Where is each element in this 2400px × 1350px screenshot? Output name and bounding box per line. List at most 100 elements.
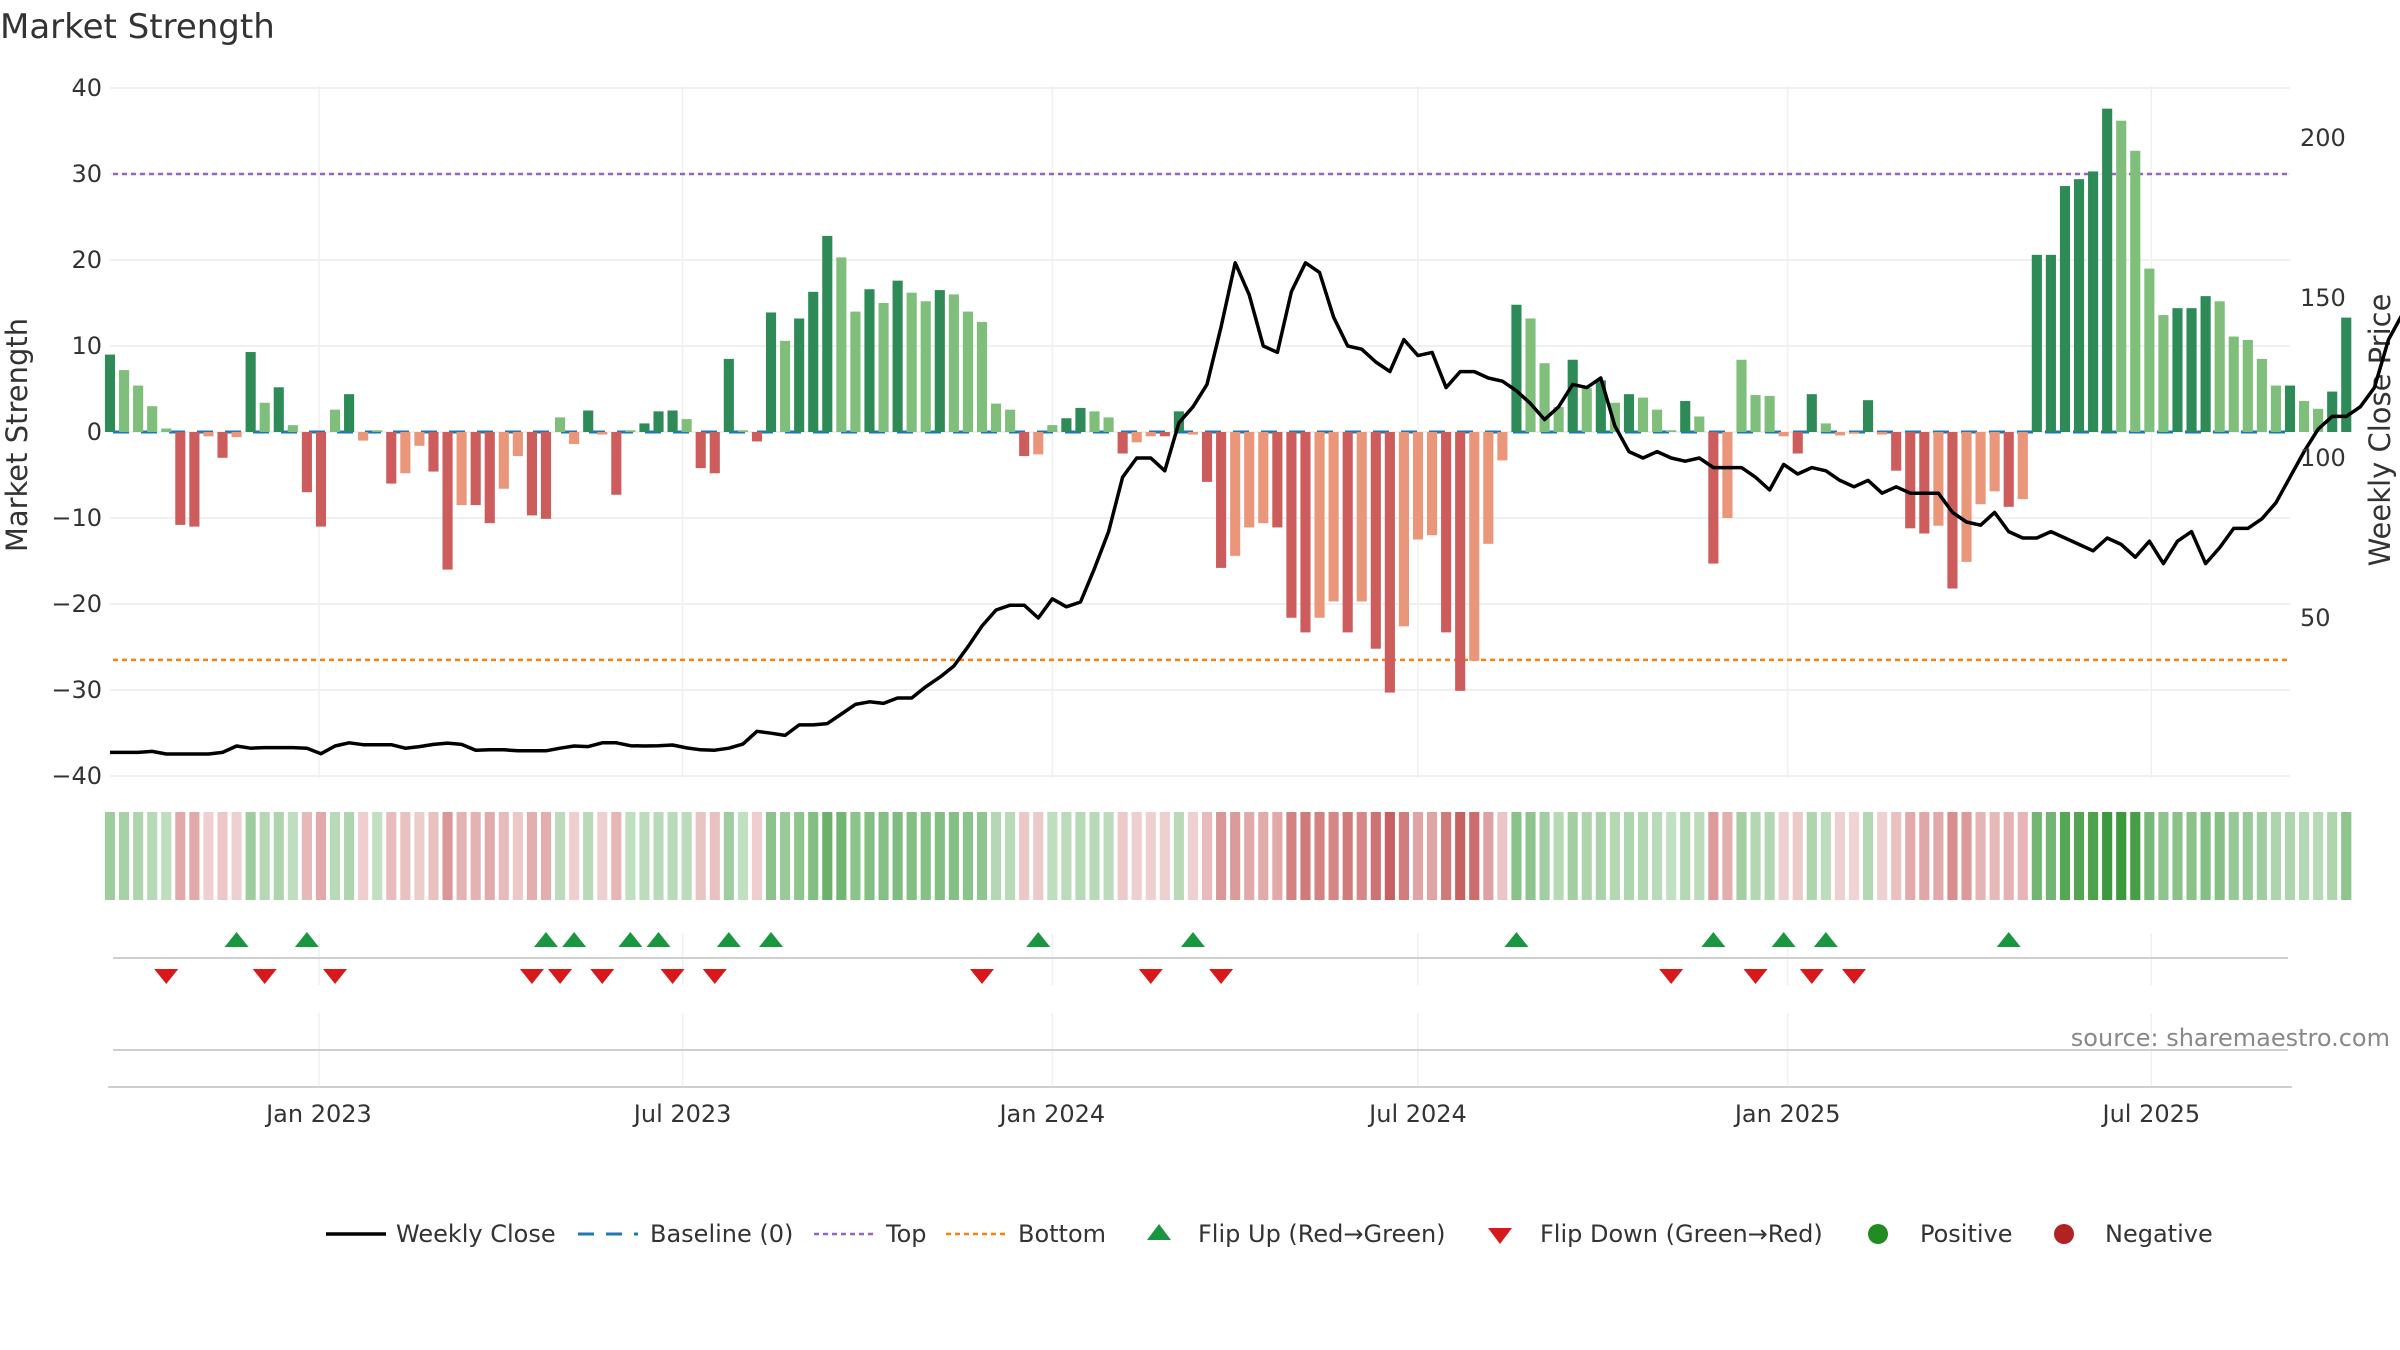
strength-bar xyxy=(1933,432,1944,526)
strength-bar xyxy=(1398,432,1409,627)
strength-bar xyxy=(962,311,973,432)
heat-cell xyxy=(540,812,552,900)
heat-cell xyxy=(1412,812,1424,900)
strength-bar xyxy=(315,432,327,527)
flip-up-marker xyxy=(618,932,643,947)
flip-up-marker xyxy=(1701,932,1726,947)
strength-heat-strip xyxy=(104,812,2352,900)
strength-bar xyxy=(1666,430,1677,432)
strength-bar xyxy=(1455,432,1466,691)
strength-bar xyxy=(1469,432,1480,661)
heat-cell xyxy=(737,812,748,900)
flip-up-marker xyxy=(224,932,249,947)
heat-cell xyxy=(681,812,692,900)
strength-bar xyxy=(540,432,552,519)
strength-bar xyxy=(625,430,636,432)
heat-cell xyxy=(104,812,116,900)
heat-cell xyxy=(667,812,678,900)
heat-cell xyxy=(1356,812,1367,900)
heat-cell xyxy=(1680,812,1691,900)
heat-cell xyxy=(555,812,566,900)
heat-cell xyxy=(1820,812,1831,900)
strength-bar xyxy=(569,432,580,445)
strength-bar xyxy=(597,432,608,435)
strength-bar xyxy=(287,425,298,432)
heat-cell xyxy=(583,812,594,900)
heat-cell xyxy=(1019,812,1030,900)
flip-down-marker xyxy=(1842,969,1866,984)
heat-cell xyxy=(442,812,453,900)
strength-bar xyxy=(414,432,425,446)
strength-bar xyxy=(583,410,594,432)
strength-bar xyxy=(1131,432,1142,443)
heat-cell xyxy=(1863,812,1874,900)
strength-bar xyxy=(1230,432,1241,556)
heat-cell xyxy=(2017,812,2028,900)
strength-bar xyxy=(470,432,481,506)
strength-bar xyxy=(934,290,945,432)
heat-cell xyxy=(1244,812,1255,900)
heat-cell xyxy=(1103,812,1114,900)
strength-bar xyxy=(822,235,833,432)
y-tick-label: −40 xyxy=(51,762,102,790)
heat-cell xyxy=(161,812,172,900)
strength-bar xyxy=(512,432,523,457)
heat-cell xyxy=(259,812,270,900)
y-tick-label: −10 xyxy=(51,504,102,532)
flip-down-marker xyxy=(519,969,544,984)
heat-cell xyxy=(822,812,833,900)
heat-cell xyxy=(1230,812,1241,900)
strength-bar xyxy=(1187,432,1199,435)
strength-bar xyxy=(864,289,875,432)
strength-bars xyxy=(104,108,2352,693)
strength-bar xyxy=(1511,304,1522,432)
x-tick-label: Jul 2023 xyxy=(632,1100,732,1128)
heat-cell xyxy=(414,812,425,900)
heat-cell xyxy=(948,812,959,900)
heat-cell xyxy=(1314,812,1325,900)
strength-bar xyxy=(1216,432,1227,568)
y-tick-label: 20 xyxy=(71,246,102,274)
strength-bar xyxy=(1427,432,1438,536)
legend-weekly-close-label: Weekly Close xyxy=(396,1220,556,1248)
heat-cell xyxy=(1666,812,1677,900)
heat-cell xyxy=(1581,812,1592,900)
strength-bar xyxy=(161,428,172,432)
heat-cell xyxy=(2299,812,2310,900)
strength-bar xyxy=(2299,401,2310,432)
strength-bar xyxy=(372,430,383,432)
heat-cell xyxy=(1342,812,1353,900)
heat-cell xyxy=(400,812,411,900)
strength-bar xyxy=(667,410,678,432)
flip-up-marker xyxy=(534,932,558,947)
strength-bar xyxy=(2186,308,2197,432)
weekly-close-line xyxy=(110,261,2400,756)
flip-down-marker xyxy=(1743,969,1768,984)
strength-bar xyxy=(892,280,903,432)
y-tick-label: 10 xyxy=(71,332,102,360)
flip-up-marker xyxy=(1996,932,2021,947)
heat-cell xyxy=(1370,812,1381,900)
heat-cell xyxy=(1567,812,1578,900)
strength-bar xyxy=(1652,409,1663,432)
strength-bar xyxy=(1919,432,1930,534)
strength-bar xyxy=(231,432,242,438)
flip-down-marker xyxy=(548,969,573,984)
strength-bar xyxy=(1863,400,1874,432)
heat-cell xyxy=(1919,812,1930,900)
strength-bar xyxy=(1975,432,1986,505)
y2-axis-label: Weekly Close Price xyxy=(2363,294,2397,567)
strength-bar xyxy=(1581,388,1592,432)
strength-bar xyxy=(2214,301,2225,432)
heat-cell xyxy=(2186,812,2197,900)
heat-cell xyxy=(625,812,636,900)
heat-cell xyxy=(2130,812,2141,900)
heat-cell xyxy=(2341,812,2352,900)
strength-bar xyxy=(1722,432,1733,518)
strength-bar xyxy=(1961,432,1972,562)
strength-bar xyxy=(1412,432,1424,540)
y-tick-label: −20 xyxy=(51,590,102,618)
heat-cell xyxy=(344,812,355,900)
strength-bar xyxy=(2172,308,2183,432)
heat-cell xyxy=(2256,812,2267,900)
